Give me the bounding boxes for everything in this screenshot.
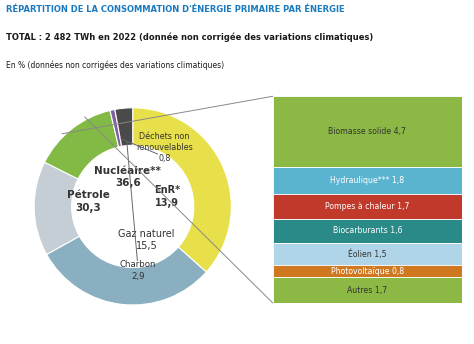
Text: Éolien 1,5: Éolien 1,5 xyxy=(348,249,387,259)
Text: RÉPARTITION DE LA CONSOMMATION D'ÉNERGIE PRIMAIRE PAR ÉNERGIE: RÉPARTITION DE LA CONSOMMATION D'ÉNERGIE… xyxy=(6,5,344,14)
Bar xyxy=(273,243,462,265)
Text: Pompes à chaleur 1,7: Pompes à chaleur 1,7 xyxy=(325,202,410,211)
Text: En % (données non corrigées des variations climatiques): En % (données non corrigées des variatio… xyxy=(6,60,224,70)
Wedge shape xyxy=(133,108,231,272)
Text: Photovoltaïque 0,8: Photovoltaïque 0,8 xyxy=(331,267,404,276)
Text: Biocarburants 1,6: Biocarburants 1,6 xyxy=(333,226,402,235)
Wedge shape xyxy=(45,110,118,179)
Text: Hydraulique*** 1,8: Hydraulique*** 1,8 xyxy=(330,175,404,185)
Bar xyxy=(273,166,462,194)
Text: Autres 1,7: Autres 1,7 xyxy=(347,286,387,294)
Wedge shape xyxy=(34,162,79,255)
Bar xyxy=(273,219,462,243)
Text: EnR*
13,9: EnR* 13,9 xyxy=(154,185,180,208)
Text: TOTAL : 2 482 TWh en 2022 (donnée non corrigée des variations climatiques): TOTAL : 2 482 TWh en 2022 (donnée non co… xyxy=(6,33,373,42)
Bar xyxy=(273,96,462,166)
Bar xyxy=(273,265,462,277)
Text: Nucléaire**
36,6: Nucléaire** 36,6 xyxy=(94,165,161,188)
Text: Biomasse solide 4,7: Biomasse solide 4,7 xyxy=(328,127,406,136)
Bar xyxy=(273,194,462,219)
Wedge shape xyxy=(110,109,122,147)
Bar xyxy=(273,277,462,303)
Wedge shape xyxy=(46,236,206,305)
Wedge shape xyxy=(115,108,133,146)
Text: Gaz naturel
15,5: Gaz naturel 15,5 xyxy=(118,229,175,251)
Text: Déchets non
renouvelables
0,8: Déchets non renouvelables 0,8 xyxy=(136,132,192,163)
Text: Charbon
2,9: Charbon 2,9 xyxy=(119,260,156,281)
Text: Pétrole
30,3: Pétrole 30,3 xyxy=(67,190,110,213)
